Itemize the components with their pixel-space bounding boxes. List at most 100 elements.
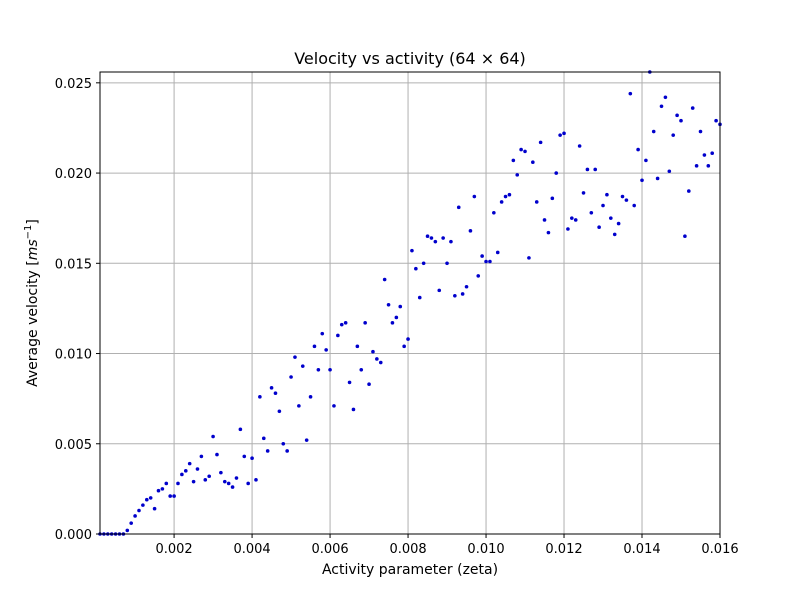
data-point — [581, 191, 586, 195]
data-point — [499, 200, 504, 204]
data-point — [156, 488, 161, 493]
data-point — [554, 171, 559, 175]
data-points — [98, 70, 722, 536]
data-point — [199, 454, 204, 459]
data-point — [261, 436, 266, 441]
data-point — [355, 344, 360, 349]
data-point — [570, 216, 574, 220]
data-point — [484, 259, 488, 264]
data-point — [359, 367, 364, 372]
x-tick-label: 0.002 — [155, 542, 192, 557]
data-point — [398, 304, 403, 309]
data-point — [558, 133, 562, 137]
data-point — [531, 160, 535, 165]
x-axis-ticks: 0.002 0.004 0.006 0.008 0.010 0.012 0.014 0.016 — [155, 534, 739, 557]
data-point — [191, 479, 196, 484]
data-point — [378, 360, 383, 365]
data-point — [414, 266, 418, 271]
data-point — [172, 494, 176, 498]
data-point — [534, 200, 539, 204]
data-point — [394, 315, 399, 320]
data-point — [663, 95, 668, 100]
data-point — [421, 261, 426, 266]
y-axis-label-exponent: −1 — [23, 225, 34, 240]
data-point — [433, 239, 438, 244]
chart-title: Velocity vs activity (64 × 64) — [294, 49, 526, 68]
y-axis-label-unit: ms — [25, 239, 41, 260]
data-point — [605, 192, 609, 197]
data-point — [367, 382, 371, 387]
y-tick-label: 0.020 — [55, 167, 92, 182]
data-point — [273, 391, 278, 396]
data-point — [694, 164, 699, 168]
x-tick-label: 0.010 — [467, 542, 504, 557]
data-point — [628, 91, 633, 96]
data-point — [511, 158, 516, 163]
data-point — [180, 472, 184, 477]
x-tick-label: 0.004 — [233, 542, 270, 557]
data-point — [144, 497, 149, 502]
y-axis-label: Average velocity [ms−1] — [23, 219, 41, 387]
y-tick-label: 0.015 — [55, 257, 92, 272]
data-point — [636, 147, 640, 152]
data-point — [308, 395, 313, 399]
data-point — [328, 367, 332, 372]
data-point — [515, 173, 520, 177]
y-tick-label: 0.000 — [55, 528, 92, 543]
data-point — [519, 147, 523, 152]
data-point — [148, 496, 153, 500]
data-point — [141, 503, 145, 507]
data-point — [390, 321, 395, 325]
data-point — [207, 474, 211, 479]
data-point — [476, 274, 481, 278]
data-point — [655, 176, 660, 181]
data-point — [616, 221, 621, 226]
y-tick-label: 0.005 — [55, 438, 92, 453]
y-axis-ticks: 0.000 0.005 0.010 0.015 0.020 0.025 — [55, 77, 100, 543]
data-point — [254, 478, 258, 482]
data-point — [293, 355, 297, 359]
data-point — [152, 506, 157, 511]
data-point — [133, 514, 137, 518]
data-point — [612, 232, 617, 237]
data-point — [507, 192, 512, 197]
data-point — [546, 230, 551, 235]
data-point — [195, 467, 200, 471]
data-point — [445, 261, 449, 266]
data-point — [542, 218, 547, 222]
data-point — [644, 158, 648, 163]
data-point — [687, 189, 691, 193]
data-point — [336, 333, 340, 338]
x-tick-label: 0.012 — [545, 542, 582, 557]
data-point — [234, 476, 239, 480]
data-point — [566, 227, 570, 231]
data-point — [269, 386, 274, 390]
data-point — [347, 380, 352, 385]
data-point — [675, 113, 679, 118]
data-point — [187, 461, 192, 466]
data-point — [480, 254, 484, 258]
data-point — [632, 203, 637, 208]
data-point — [527, 256, 531, 260]
data-point — [651, 129, 656, 134]
data-point — [289, 375, 293, 379]
data-point — [441, 236, 445, 240]
data-point — [488, 259, 492, 264]
data-point — [453, 293, 457, 298]
data-point — [203, 478, 208, 482]
data-point — [375, 357, 379, 361]
x-tick-label: 0.008 — [389, 542, 426, 557]
data-point — [351, 407, 356, 412]
data-point — [562, 131, 566, 136]
data-point — [304, 438, 309, 442]
data-point — [371, 349, 375, 354]
data-point — [339, 322, 344, 327]
data-point — [238, 427, 243, 432]
data-point — [601, 203, 605, 208]
data-point — [168, 494, 172, 498]
data-point — [277, 409, 282, 414]
data-point — [589, 210, 594, 215]
data-point — [164, 481, 169, 486]
